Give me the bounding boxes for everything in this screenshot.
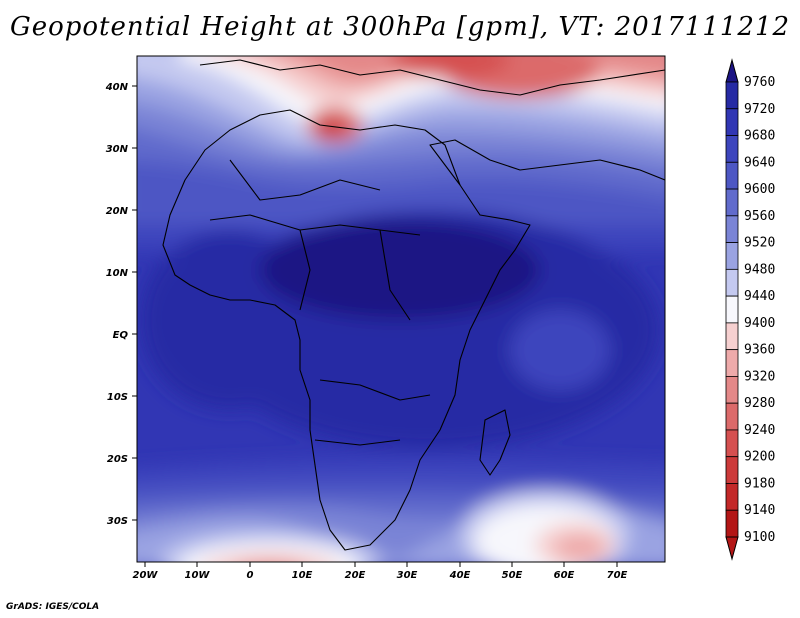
colorbar: 9760 9720 9680 9640 9600 9560 9520 9480 9440 9400… <box>725 58 775 561</box>
colorbar-segment <box>725 268 739 297</box>
colorbar-segment <box>725 135 739 163</box>
lon-label: 0 <box>247 570 254 581</box>
lon-label: 40E <box>449 570 471 581</box>
lon-label: 50E <box>502 570 523 581</box>
colorbar-label: 9320 <box>744 369 775 384</box>
lon-label: 30E <box>397 570 418 581</box>
colorbar-label: 9280 <box>744 396 775 411</box>
lat-label: EQ <box>113 330 129 341</box>
lon-label: 20E <box>345 570 366 581</box>
lon-axis: 20W 10W 0 10E 20E 30E 40E 50E 60E 70E <box>133 562 628 581</box>
plot-frame <box>136 55 666 563</box>
colorbar-segment <box>725 215 739 243</box>
lat-label: 20N <box>106 206 129 217</box>
colorbar-segment <box>725 242 739 270</box>
credit-label: GrADS: IGES/COLA <box>6 602 100 612</box>
colorbar-segment <box>725 188 739 217</box>
colorbar-label: 9640 <box>744 155 775 170</box>
lon-label: 70E <box>607 570 628 581</box>
colorbar-segment <box>725 108 739 136</box>
lon-label: 20W <box>133 570 159 581</box>
colorbar-label: 9240 <box>744 423 775 438</box>
lat-label: 20S <box>107 454 128 465</box>
lat-label: 30N <box>106 144 129 155</box>
colorbar-segment <box>725 349 739 377</box>
colorbar-label: 9440 <box>744 289 775 304</box>
colorbar-segment <box>725 161 739 190</box>
colorbar-label: 9600 <box>744 182 775 197</box>
colorbar-label: 9180 <box>744 476 775 491</box>
colorbar-segment <box>725 322 739 351</box>
lat-axis: 40N 30N 20N 10N EQ 10S 20S 30S <box>105 82 137 527</box>
colorbar-label: 9680 <box>744 129 775 144</box>
colorbar-label: 9760 <box>744 75 775 90</box>
lat-label: 40N <box>105 82 129 93</box>
lat-label: 10S <box>107 392 128 403</box>
lat-label: 10N <box>106 268 129 279</box>
colorbar-label: 9200 <box>744 450 775 465</box>
colorbar-segment <box>725 295 739 324</box>
colorbar-segment <box>725 456 739 484</box>
height-field <box>137 56 665 562</box>
colorbar-label: 9560 <box>744 209 775 224</box>
colorbar-segment <box>725 81 739 110</box>
colorbar-label: 9720 <box>744 102 775 117</box>
colorbar-label: 9400 <box>744 316 775 331</box>
colorbar-segment <box>725 376 739 404</box>
colorbar-label: 9520 <box>744 236 775 251</box>
colorbar-segment <box>725 429 739 458</box>
lon-label: 60E <box>554 570 575 581</box>
colorbar-label: 9480 <box>744 262 775 277</box>
map-title: Geopotential Height at 300hPa [gpm], VT:… <box>9 12 791 42</box>
coastlines <box>162 59 665 551</box>
colorbar-label: 9100 <box>744 530 775 545</box>
colorbar-label: 9360 <box>744 343 775 358</box>
lat-label: 30S <box>107 516 128 527</box>
colorbar-arrow-top <box>725 58 739 83</box>
colorbar-segment <box>725 509 739 538</box>
lon-label: 10E <box>292 570 313 581</box>
colorbar-arrow-bottom <box>725 536 739 561</box>
lon-label: 10W <box>185 570 211 581</box>
colorbar-label: 9140 <box>744 503 775 518</box>
colorbar-segment <box>725 402 739 431</box>
colorbar-segment <box>725 483 739 511</box>
